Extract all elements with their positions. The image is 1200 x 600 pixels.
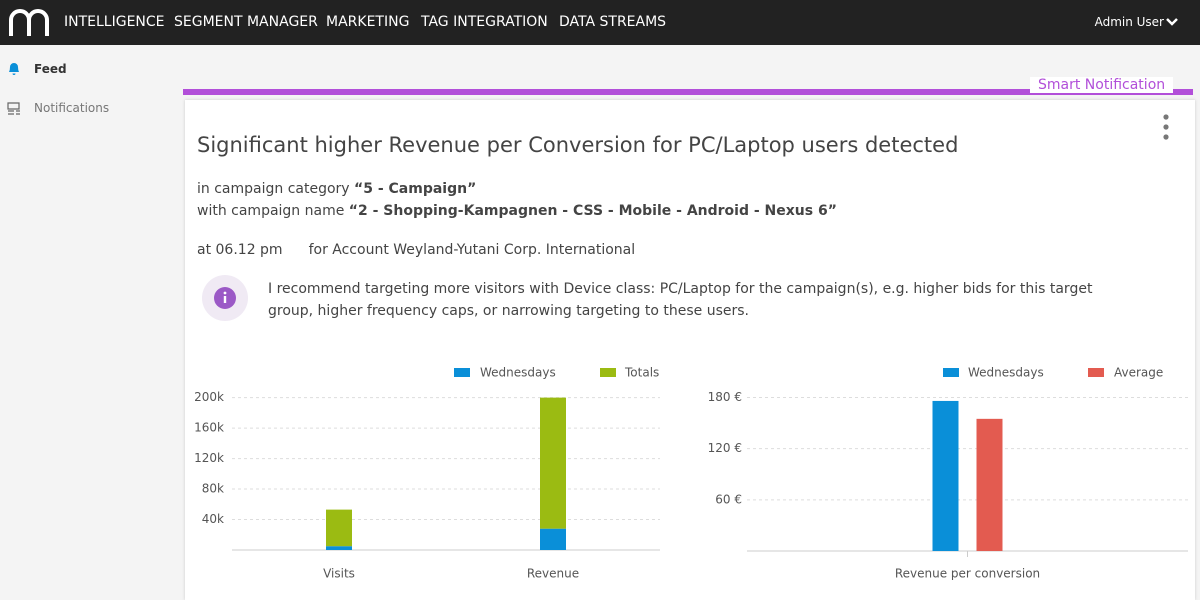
legend-swatch bbox=[454, 368, 470, 377]
time-line: at 06.12 pm for Account Weyland-Yutani Co… bbox=[197, 242, 635, 258]
time: at 06.12 pm bbox=[197, 242, 283, 258]
legend-label: Wednesdays bbox=[480, 366, 556, 380]
notification-card bbox=[185, 100, 1195, 600]
more-menu[interactable] bbox=[1162, 113, 1170, 141]
name-prefix: with campaign name bbox=[197, 203, 345, 219]
chevron bbox=[1166, 18, 1178, 26]
account: for Account Weyland-Yutani Corp. Interna… bbox=[308, 242, 636, 258]
nav-item[interactable]: MARKETING bbox=[326, 14, 410, 30]
y-tick-label: 80k bbox=[202, 482, 224, 496]
legend-swatch bbox=[1088, 368, 1104, 377]
bar bbox=[976, 418, 1003, 551]
y-tick-label: 60 € bbox=[715, 492, 742, 506]
nav-item[interactable]: TAG INTEGRATION bbox=[421, 14, 548, 30]
category: “5 - Campaign” bbox=[354, 181, 477, 197]
legend-label: Average bbox=[1114, 366, 1163, 380]
campaign-name: “2 - Shopping-Kampagnen - CSS - Mobile -… bbox=[348, 203, 837, 219]
nav-item[interactable]: DATA STREAMS bbox=[559, 14, 667, 30]
bar bbox=[932, 400, 959, 551]
user-menu[interactable]: Admin User bbox=[1094, 15, 1164, 29]
legend-swatch bbox=[600, 368, 616, 377]
legend-label: Wednesdays bbox=[968, 366, 1044, 380]
list-icon bbox=[7, 102, 20, 115]
name-line: with campaign name “2 - Shopping-Kampagn… bbox=[197, 203, 837, 219]
bar bbox=[326, 546, 352, 550]
info-icon bbox=[202, 275, 248, 321]
category-line: in campaign category “5 - Campaign” bbox=[197, 181, 476, 197]
nav-item[interactable]: INTELLIGENCE bbox=[64, 14, 165, 30]
bell-icon bbox=[9, 63, 19, 75]
recommendation: I recommend targeting more visitors with… bbox=[268, 281, 1093, 319]
x-tick-label: Revenue bbox=[527, 567, 579, 581]
category-prefix: in campaign category bbox=[197, 181, 350, 197]
legend-label: Totals bbox=[624, 366, 659, 380]
notification-label: Smart Notification bbox=[1030, 77, 1174, 93]
bar bbox=[540, 528, 566, 550]
bar bbox=[326, 509, 352, 547]
y-tick-label: 160k bbox=[194, 421, 224, 435]
x-tick-label: Visits bbox=[323, 567, 355, 581]
logo[interactable] bbox=[8, 8, 58, 38]
accent-line bbox=[183, 89, 1193, 95]
sidebar: Feed Notifications bbox=[0, 45, 180, 600]
nav-item[interactable]: SEGMENT MANAGER bbox=[174, 14, 318, 30]
y-tick-label: 120k bbox=[194, 451, 224, 465]
sidebar-item[interactable]: Notifications bbox=[34, 101, 110, 115]
sidebar-item[interactable]: Feed bbox=[34, 62, 67, 76]
notification-title: Significant higher Revenue per Conversio… bbox=[197, 133, 959, 157]
bar bbox=[540, 397, 566, 529]
x-tick-label: Revenue per conversion bbox=[895, 567, 1040, 581]
top-bar: INTELLIGENCE SEGMENT MANAGER MARKETING T… bbox=[0, 0, 1200, 45]
y-tick-label: 40k bbox=[202, 512, 224, 526]
legend-swatch bbox=[943, 368, 959, 377]
y-tick-label: 180 € bbox=[708, 390, 742, 404]
y-tick-label: 120 € bbox=[708, 441, 742, 455]
y-tick-label: 200k bbox=[194, 390, 224, 404]
